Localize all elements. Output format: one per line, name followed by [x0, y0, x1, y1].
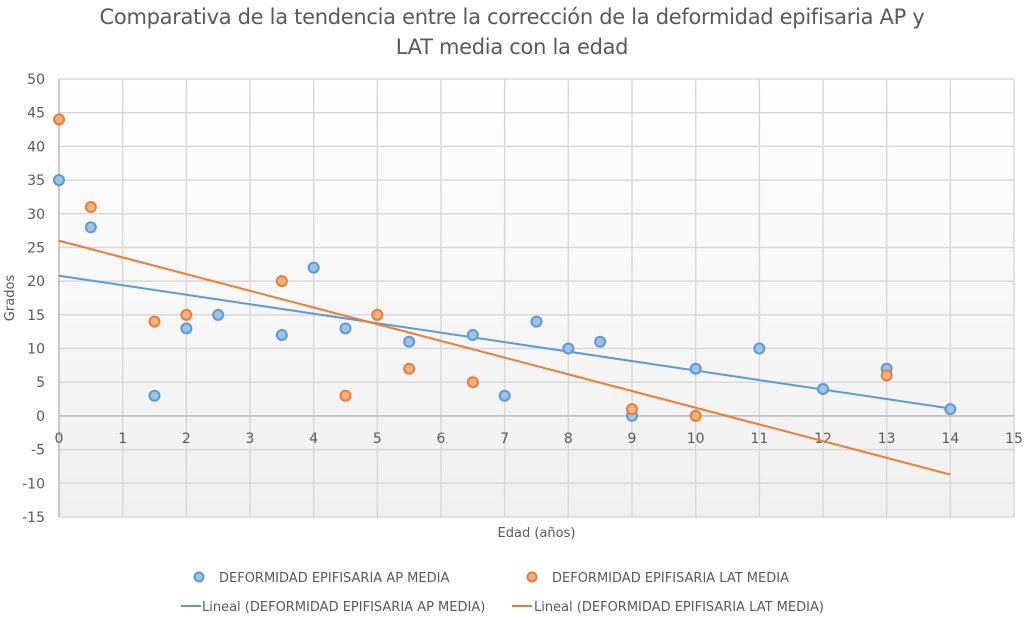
x-tick-label: 5 — [373, 431, 382, 447]
data-point — [212, 308, 225, 321]
data-point — [403, 335, 416, 348]
data-point — [180, 322, 193, 335]
x-tick-label: 9 — [628, 431, 637, 447]
data-point — [466, 329, 479, 342]
data-point — [307, 261, 320, 274]
data-point — [944, 403, 957, 416]
data-point — [530, 315, 543, 328]
data-point — [339, 389, 352, 402]
data-point — [626, 403, 638, 416]
y-tick-label: 40 — [27, 139, 45, 155]
plot-area — [59, 79, 1014, 517]
data-point — [275, 329, 288, 342]
y-tick-label: 25 — [27, 240, 45, 256]
trendlines — [58, 239, 951, 476]
trendline — [58, 274, 951, 410]
y-tick-label: -15 — [22, 510, 45, 526]
y-tick-label: 5 — [36, 375, 45, 391]
x-tick-label: 7 — [500, 431, 509, 447]
x-tick-label: 6 — [437, 431, 446, 447]
x-tick-label: 13 — [878, 431, 896, 447]
x-tick-label: 14 — [941, 431, 959, 447]
legend-marker-lat — [526, 571, 538, 583]
data-points — [53, 113, 957, 422]
data-point — [817, 382, 829, 395]
data-point — [403, 362, 416, 375]
data-point — [53, 174, 65, 187]
y-tick-label: 10 — [27, 342, 45, 358]
chart-title-line-1: Comparativa de la tendencia entre la cor… — [99, 5, 925, 29]
data-point — [689, 409, 702, 422]
legend: DEFORMIDAD EPIFISARIA AP MEDIA DEFORMIDAD… — [181, 571, 824, 615]
y-tick-label: 15 — [27, 308, 45, 324]
data-point — [371, 308, 384, 321]
x-tick-label: 3 — [246, 431, 255, 447]
y-tick-label: 0 — [36, 409, 45, 425]
legend-label-lat: DEFORMIDAD EPIFISARIA LAT MEDIA — [552, 571, 789, 586]
chart-title: Comparativa de la tendencia entre la cor… — [0, 2, 1024, 62]
data-point — [148, 389, 161, 402]
data-point — [180, 308, 193, 321]
y-tick-label: 20 — [27, 274, 45, 290]
data-point — [53, 113, 65, 126]
data-point — [880, 369, 893, 382]
x-tick-label: 8 — [564, 431, 573, 447]
data-point — [562, 342, 575, 355]
data-point — [753, 342, 766, 355]
x-tick-label: 0 — [55, 431, 64, 447]
gridlines — [58, 78, 1015, 518]
x-tick-label: 11 — [750, 431, 768, 447]
data-point — [498, 389, 511, 402]
data-point — [594, 335, 607, 348]
legend-label-ap: DEFORMIDAD EPIFISARIA AP MEDIA — [219, 571, 449, 586]
data-point — [84, 221, 97, 234]
legend-label-ap-trend: Lineal (DEFORMIDAD EPIFISARIA AP MEDIA) — [202, 600, 485, 615]
y-tick-label: 35 — [27, 173, 45, 189]
x-tick-label: 1 — [118, 431, 127, 447]
data-point — [466, 376, 479, 389]
y-tick-label: 30 — [27, 207, 45, 223]
trendline — [58, 239, 951, 476]
x-axis-title: Edad (años) — [498, 526, 576, 541]
data-point — [689, 362, 702, 375]
legend-label-lat-trend: Lineal (DEFORMIDAD EPIFISARIA LAT MEDIA) — [534, 600, 824, 615]
chart-title-line-2: LAT media con la edad — [395, 35, 629, 59]
data-point — [84, 201, 97, 214]
y-tick-label: -5 — [31, 443, 45, 459]
data-point — [275, 275, 288, 288]
legend-marker-ap — [193, 571, 205, 583]
x-tick-label: 10 — [687, 431, 705, 447]
data-point — [148, 315, 161, 328]
data-point — [339, 322, 352, 335]
y-axis-title: Grados — [3, 275, 18, 322]
x-tick-label: 4 — [309, 431, 318, 447]
y-tick-label: 45 — [27, 106, 45, 122]
x-tick-label: 15 — [1005, 431, 1023, 447]
y-tick-label: -10 — [22, 476, 45, 492]
x-tick-label: 2 — [182, 431, 191, 447]
y-tick-label: 50 — [27, 72, 45, 88]
